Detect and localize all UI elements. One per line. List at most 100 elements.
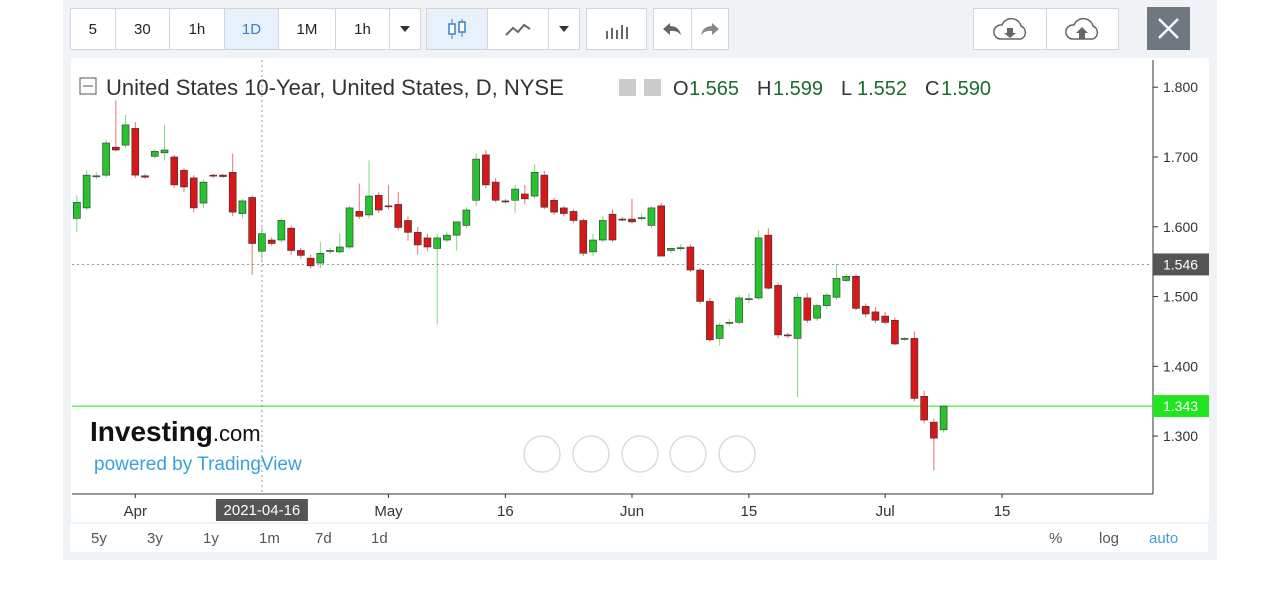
candle-body: [355, 211, 364, 217]
crosshair-price-bg: [1153, 253, 1209, 276]
dropdown[interactable]: [390, 9, 420, 49]
candle-body: [560, 207, 568, 214]
range-button[interactable]: 7d: [315, 530, 332, 547]
candle-body: [258, 233, 266, 252]
candle-body: [774, 285, 782, 336]
range-button[interactable]: 1m: [259, 530, 280, 547]
legend-value: 1.590: [941, 78, 991, 100]
zoom-in[interactable]: [669, 435, 707, 473]
indicator-button[interactable]: [488, 9, 549, 49]
candle-body: [219, 174, 227, 177]
save-button[interactable]: [1047, 9, 1119, 49]
candle-body: [813, 305, 821, 319]
candle-body: [754, 237, 763, 299]
interval-button[interactable]: 1D: [224, 9, 280, 49]
candle-body: [891, 319, 899, 345]
candle-body: [384, 205, 393, 208]
candle-body: [472, 158, 480, 201]
candle-body: [443, 234, 451, 241]
candle-body: [306, 257, 315, 267]
load-button[interactable]: [974, 9, 1047, 49]
candle-body: [209, 174, 218, 177]
range-button[interactable]: 1d: [371, 530, 388, 547]
x-tick-label: 15: [740, 503, 757, 520]
logo-suffix: .com: [213, 421, 261, 446]
interval-button[interactable]: 1h: [170, 9, 225, 49]
candle-body: [667, 248, 675, 251]
candle-body: [647, 207, 656, 226]
redo-button[interactable]: [692, 9, 729, 49]
chart-title: United States 10-Year, United States, D,…: [106, 75, 564, 100]
candle-body: [180, 169, 188, 188]
reset[interactable]: [621, 435, 659, 473]
candle-body: [910, 338, 919, 399]
interval-button[interactable]: 30: [116, 9, 171, 49]
candle-body: [764, 234, 773, 289]
interval-toolbar: 5 30 1h 1D 1M 1h: [70, 8, 421, 50]
y-tick-label: 1.500: [1163, 289, 1198, 305]
candle-body: [374, 195, 383, 211]
scale-button[interactable]: %: [1049, 530, 1063, 547]
legend-value: 1.552: [857, 78, 907, 100]
last-price: 1.343: [1163, 398, 1198, 414]
dropdown[interactable]: [549, 9, 579, 49]
candle-body: [112, 146, 120, 151]
eye-icon[interactable]: [619, 79, 636, 96]
scale-button[interactable]: auto: [1149, 530, 1179, 547]
candle-body: [189, 177, 198, 209]
close-button[interactable]: [1147, 7, 1190, 50]
candle-body: [939, 405, 948, 431]
candle-body: [394, 204, 403, 228]
candle-body: [462, 209, 471, 226]
candle-body: [608, 213, 617, 241]
candle-body: [521, 193, 529, 200]
interval-button[interactable]: 1M: [279, 9, 336, 49]
settings-icon[interactable]: [644, 79, 661, 96]
candle-body: [170, 156, 179, 186]
y-tick-label: 1.600: [1163, 219, 1198, 235]
chart-type-toolbar: [426, 8, 580, 50]
candle-body: [871, 311, 880, 321]
candle-body: [423, 237, 432, 248]
candle-body: [842, 276, 851, 281]
candle-body: [920, 396, 928, 421]
candle-body: [433, 237, 442, 249]
candle-body: [102, 142, 110, 176]
candle-body: [160, 149, 169, 154]
candle-body: [628, 218, 636, 223]
range-button[interactable]: 5y: [91, 530, 107, 547]
candle-body: [228, 172, 237, 213]
candle-body: [657, 205, 665, 257]
candle-body: [452, 221, 461, 236]
legend-value: 1.565: [689, 78, 739, 100]
candle-body: [725, 322, 734, 324]
interval-button[interactable]: 1h: [336, 9, 391, 49]
candle-body: [618, 218, 627, 221]
range-button[interactable]: 3y: [147, 530, 163, 547]
candle-body: [238, 200, 247, 214]
interval-button[interactable]: 5: [71, 9, 116, 49]
zoom-out[interactable]: [572, 435, 610, 473]
candle-body: [715, 324, 724, 339]
y-tick-label: 1.300: [1163, 428, 1198, 444]
candle-body: [783, 334, 792, 337]
nav-buttons: [523, 435, 756, 473]
compare-button[interactable]: [587, 9, 646, 49]
last-price-bg: [1153, 395, 1209, 418]
range-button[interactable]: 1y: [203, 530, 219, 547]
undo-button[interactable]: [654, 9, 692, 49]
candle-body: [345, 207, 354, 248]
candle-body: [637, 217, 646, 219]
candle-body: [696, 269, 704, 302]
logo: Investing.com: [90, 416, 261, 447]
candle-body: [803, 297, 812, 321]
legend-key: O: [673, 78, 689, 100]
candles-button[interactable]: [427, 9, 488, 49]
candle-body: [589, 239, 597, 253]
candle-body: [569, 211, 578, 221]
scroll-right[interactable]: [718, 435, 756, 473]
candle-body: [248, 197, 256, 244]
scroll-left[interactable]: [523, 435, 561, 473]
scale-button[interactable]: log: [1099, 530, 1120, 547]
candle-body: [141, 175, 149, 178]
